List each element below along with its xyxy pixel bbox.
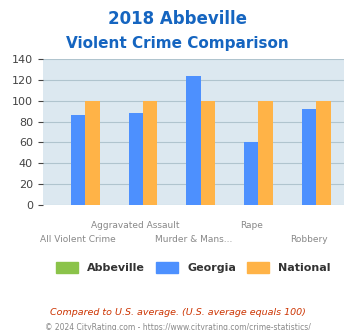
Text: Murder & Mans...: Murder & Mans... [155, 235, 232, 244]
Bar [258, 101, 273, 205]
Text: Violent Crime Comparison: Violent Crime Comparison [66, 36, 289, 51]
Text: © 2024 CityRating.com - https://www.cityrating.com/crime-statistics/: © 2024 CityRating.com - https://www.city… [45, 323, 310, 330]
Bar [129, 113, 143, 205]
Bar [302, 109, 316, 205]
Text: 2018 Abbeville: 2018 Abbeville [108, 10, 247, 28]
Bar [186, 76, 201, 205]
Text: All Violent Crime: All Violent Crime [40, 235, 116, 244]
Bar [316, 101, 331, 205]
Text: Rape: Rape [240, 221, 263, 230]
Bar [201, 101, 215, 205]
Text: Robbery: Robbery [290, 235, 328, 244]
Bar [71, 115, 85, 205]
Bar [143, 101, 157, 205]
Bar [244, 142, 258, 205]
Text: Compared to U.S. average. (U.S. average equals 100): Compared to U.S. average. (U.S. average … [50, 308, 305, 316]
Bar [85, 101, 100, 205]
Legend: Abbeville, Georgia, National: Abbeville, Georgia, National [51, 257, 335, 278]
Text: Aggravated Assault: Aggravated Assault [92, 221, 180, 230]
